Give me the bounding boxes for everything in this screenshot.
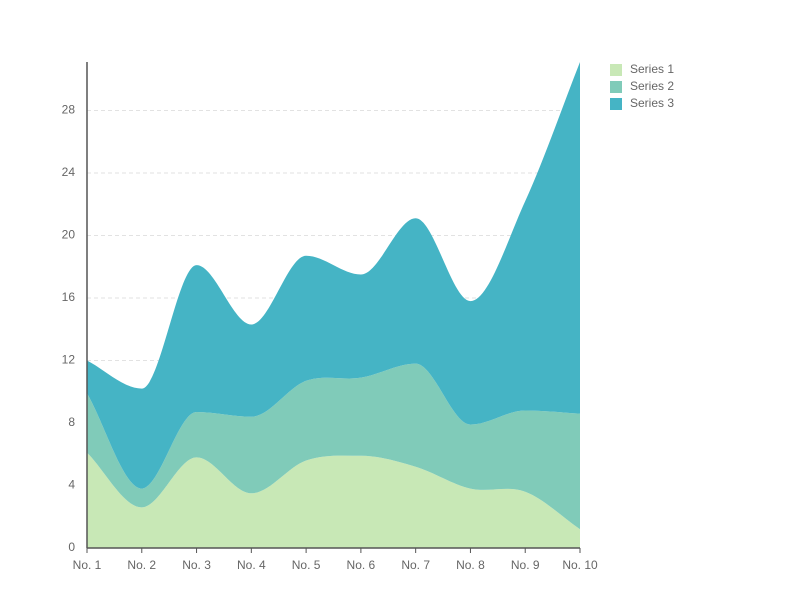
x-tick-label: No. 9 [511,558,540,572]
x-tick-label: No. 2 [127,558,156,572]
x-tick-label: No. 4 [237,558,266,572]
x-tick-label: No. 1 [73,558,102,572]
legend-label: Series 3 [630,96,674,110]
area [87,452,580,548]
area [87,62,580,489]
x-tick-label: No. 10 [562,558,598,572]
y-tick-label: 20 [62,228,76,242]
x-tick-label: No. 5 [292,558,321,572]
legend-label: Series 2 [630,79,674,93]
y-tick-label: 4 [68,478,75,492]
y-tick-label: 12 [62,353,76,367]
legend-swatch [610,98,622,110]
legend-swatch [610,64,622,76]
area [87,363,580,530]
y-tick-label: 8 [68,415,75,429]
y-tick-label: 16 [62,290,76,304]
legend-swatch [610,81,622,93]
legend-label: Series 1 [630,62,674,76]
x-tick-label: No. 8 [456,558,485,572]
y-tick-label: 24 [62,165,76,179]
x-tick-label: No. 7 [401,558,430,572]
y-tick-label: 0 [68,540,75,554]
x-tick-label: No. 3 [182,558,211,572]
x-tick-label: No. 6 [347,558,376,572]
y-tick-label: 28 [62,103,76,117]
